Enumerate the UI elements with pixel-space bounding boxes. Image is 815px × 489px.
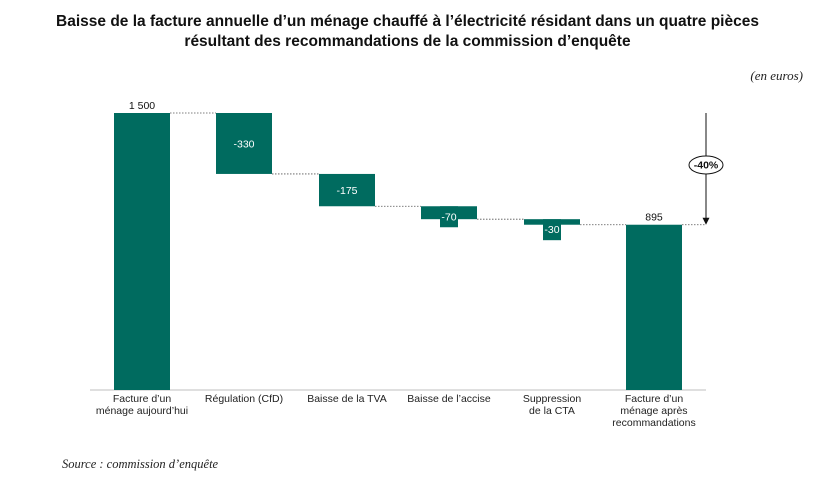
value-label-5: 895 <box>645 212 663 224</box>
bar-label-bg-4 <box>543 219 561 241</box>
category-label-4: Suppression de la CTA <box>523 393 582 417</box>
bar-5 <box>626 224 682 390</box>
value-label-4: -30 <box>544 224 559 236</box>
value-label-1: -330 <box>233 138 254 150</box>
change-annotation: -40% <box>688 113 724 225</box>
unit-label: (en euros) <box>750 68 803 83</box>
chart-title: Baisse de la facture annuelle d’un ménag… <box>0 12 815 52</box>
change-badge <box>688 155 724 175</box>
bar-1 <box>216 113 272 174</box>
change-arrow-head <box>702 217 710 225</box>
bar-2 <box>319 173 375 207</box>
change-label: -40% <box>694 160 719 172</box>
connectors-group <box>170 112 706 226</box>
title-line-1: Baisse de la facture annuelle d’un ménag… <box>56 13 759 30</box>
category-label-1: Régulation (CfD) <box>205 393 283 405</box>
category-label-0: Facture d’un ménage aujourd’hui <box>96 393 188 417</box>
category-label-2: Baisse de la TVA <box>307 393 387 405</box>
bars-group <box>90 113 706 391</box>
source-note: Source : commission d’enquête <box>62 457 219 471</box>
category-labels-group: Facture d’un ménage aujourd’hui Régulation… <box>96 393 696 429</box>
value-label-3: -70 <box>441 211 456 223</box>
bar-0 <box>114 113 170 390</box>
value-labels-group: 1 500 -330 -175 -70 -30 895 <box>129 100 663 241</box>
value-label-0: 1 500 <box>129 100 155 112</box>
category-label-5: Facture d’un ménage après recommandations <box>612 393 695 429</box>
category-label-3: Baisse de l’accise <box>407 393 491 405</box>
bar-label-bg-3 <box>440 206 458 228</box>
value-label-2: -175 <box>336 185 357 197</box>
title-line-2: résultant des recommandations de la comm… <box>184 33 631 50</box>
